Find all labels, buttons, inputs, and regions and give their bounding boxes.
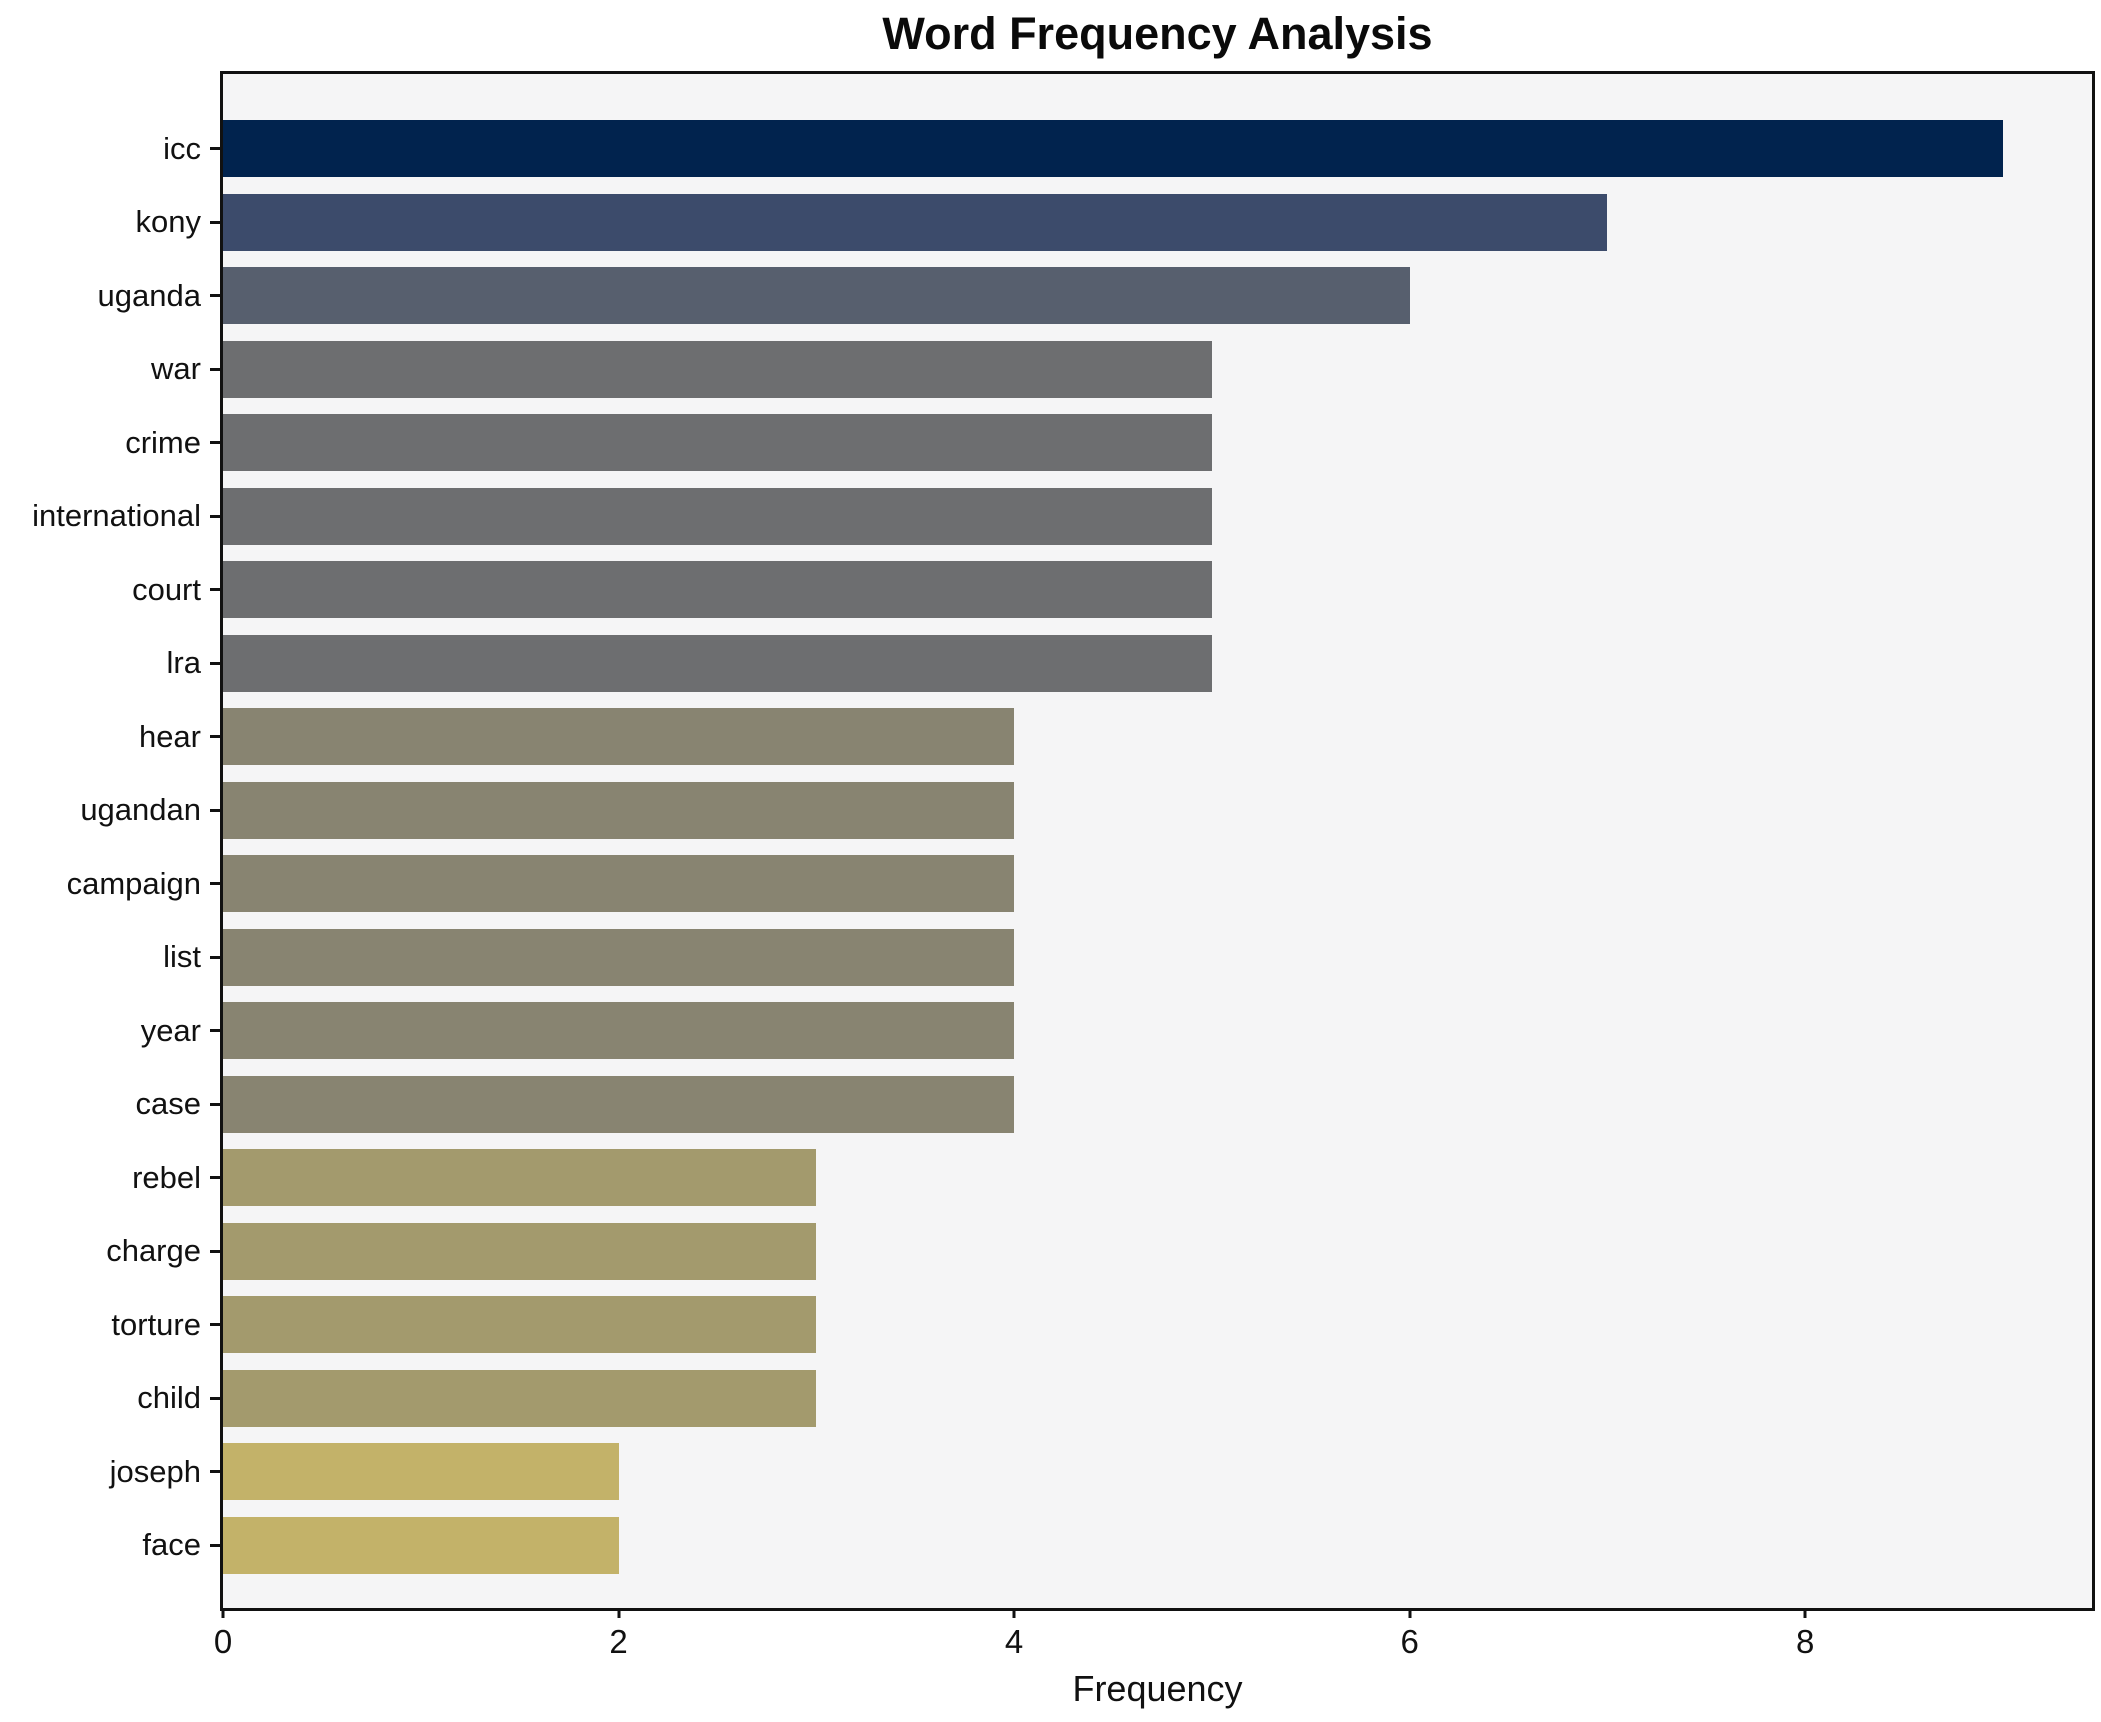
- bar-row: kony: [136, 186, 2092, 260]
- y-tick-mark: [210, 1249, 220, 1253]
- y-tick-label: crime: [125, 424, 201, 460]
- frequency-bar: [223, 1002, 1015, 1060]
- y-tick-mark: [210, 1396, 220, 1400]
- bar-row: child: [137, 1362, 2092, 1436]
- y-tick-label: international: [32, 498, 201, 534]
- y-tick-label: case: [135, 1086, 201, 1122]
- frequency-bar: [223, 340, 1212, 398]
- x-tick-label: 8: [1796, 1623, 1815, 1660]
- y-tick-label: lra: [166, 645, 201, 681]
- bar-row: campaign: [67, 847, 2092, 921]
- y-tick-label: torture: [111, 1306, 201, 1342]
- bar-row: icc: [163, 112, 2092, 186]
- bar-row: ugandan: [80, 774, 2092, 848]
- x-tick-mark: [221, 1608, 225, 1618]
- y-tick-mark: [210, 441, 220, 445]
- bar-row: year: [141, 994, 2092, 1068]
- frequency-bar: [223, 1222, 817, 1280]
- bars-container: icc kony uganda war crime international court l…: [32, 74, 2092, 1608]
- frequency-bar: [223, 781, 1015, 839]
- x-tick-mark: [1803, 1608, 1807, 1618]
- frequency-bar: [223, 634, 1212, 692]
- y-tick-mark: [210, 1323, 220, 1327]
- y-tick-mark: [210, 367, 220, 371]
- frequency-bar: [223, 1369, 817, 1427]
- frequency-bar: [223, 193, 1608, 251]
- y-tick-label: uganda: [97, 277, 201, 313]
- y-tick-label: face: [142, 1527, 201, 1563]
- bar-row: case: [136, 1068, 2092, 1142]
- y-tick-mark: [210, 955, 220, 959]
- x-tick-label: 6: [1400, 1623, 1419, 1660]
- y-tick-label: campaign: [66, 865, 201, 901]
- bar-row: international: [32, 480, 2092, 554]
- x-tick-mark: [1408, 1608, 1412, 1618]
- frequency-bar: [223, 928, 1015, 986]
- y-tick-mark: [210, 735, 220, 739]
- y-tick-label: hear: [138, 718, 201, 754]
- frequency-bar: [223, 708, 1015, 766]
- frequency-bar: [223, 1149, 817, 1207]
- bar-row: crime: [125, 406, 2092, 480]
- frequency-bar: [223, 1516, 619, 1574]
- y-tick-mark: [210, 1029, 220, 1033]
- bar-row: torture: [111, 1288, 2092, 1362]
- bar-row: list: [163, 921, 2092, 995]
- bar-row: face: [142, 1509, 2092, 1583]
- x-tick-mark: [1012, 1608, 1016, 1618]
- y-tick-mark: [210, 1176, 220, 1180]
- plot-area: icc kony uganda war crime international court l…: [32, 71, 2095, 1660]
- y-tick-label: list: [163, 939, 201, 975]
- y-tick-label: icc: [163, 130, 201, 166]
- y-tick-label: ugandan: [80, 792, 201, 828]
- x-tick-label: 4: [1004, 1623, 1024, 1660]
- y-tick-mark: [210, 220, 220, 224]
- y-tick-label: rebel: [132, 1159, 201, 1195]
- chart-title: Word Frequency Analysis: [882, 8, 1433, 59]
- frequency-bar: [223, 855, 1015, 913]
- y-tick-label: court: [132, 571, 201, 607]
- y-tick-mark: [210, 808, 220, 812]
- y-tick-mark: [210, 1543, 220, 1547]
- frequency-bar: [223, 267, 1410, 325]
- y-tick-mark: [210, 882, 220, 886]
- bar-row: lra: [167, 627, 2092, 701]
- y-tick-mark: [210, 588, 220, 592]
- x-tick-label: 2: [609, 1623, 628, 1660]
- frequency-bar: [223, 414, 1212, 472]
- y-tick-label: charge: [106, 1233, 201, 1269]
- bar-row: uganda: [98, 259, 2092, 333]
- y-tick-mark: [210, 294, 220, 298]
- y-tick-label: year: [140, 1012, 201, 1048]
- bar-row: court: [132, 553, 2092, 627]
- frequency-bar: [223, 1296, 817, 1354]
- frequency-bar: [223, 1443, 619, 1501]
- frequency-bar: [223, 487, 1212, 545]
- frequency-bar: [223, 561, 1212, 619]
- y-tick-mark: [210, 661, 220, 665]
- bar-row: joseph: [110, 1435, 2092, 1509]
- y-tick-label: joseph: [109, 1453, 201, 1489]
- bar-row: hear: [139, 700, 2092, 774]
- y-tick-label: child: [137, 1380, 201, 1416]
- y-tick-mark: [210, 514, 220, 518]
- y-tick-label: war: [151, 351, 201, 387]
- y-tick-label: kony: [135, 204, 201, 240]
- bar-row: rebel: [132, 1141, 2092, 1215]
- y-tick-mark: [210, 147, 220, 151]
- y-tick-mark: [210, 1470, 220, 1474]
- bar-row: war: [151, 333, 2092, 407]
- x-tick-label: 0: [213, 1623, 233, 1660]
- frequency-bar: [223, 1075, 1015, 1133]
- x-axis-label: Frequency: [1072, 1668, 1243, 1709]
- x-tick-mark: [617, 1608, 621, 1618]
- bar-row: charge: [106, 1215, 2092, 1289]
- frequency-bar: [223, 120, 2003, 178]
- y-tick-mark: [210, 1102, 220, 1106]
